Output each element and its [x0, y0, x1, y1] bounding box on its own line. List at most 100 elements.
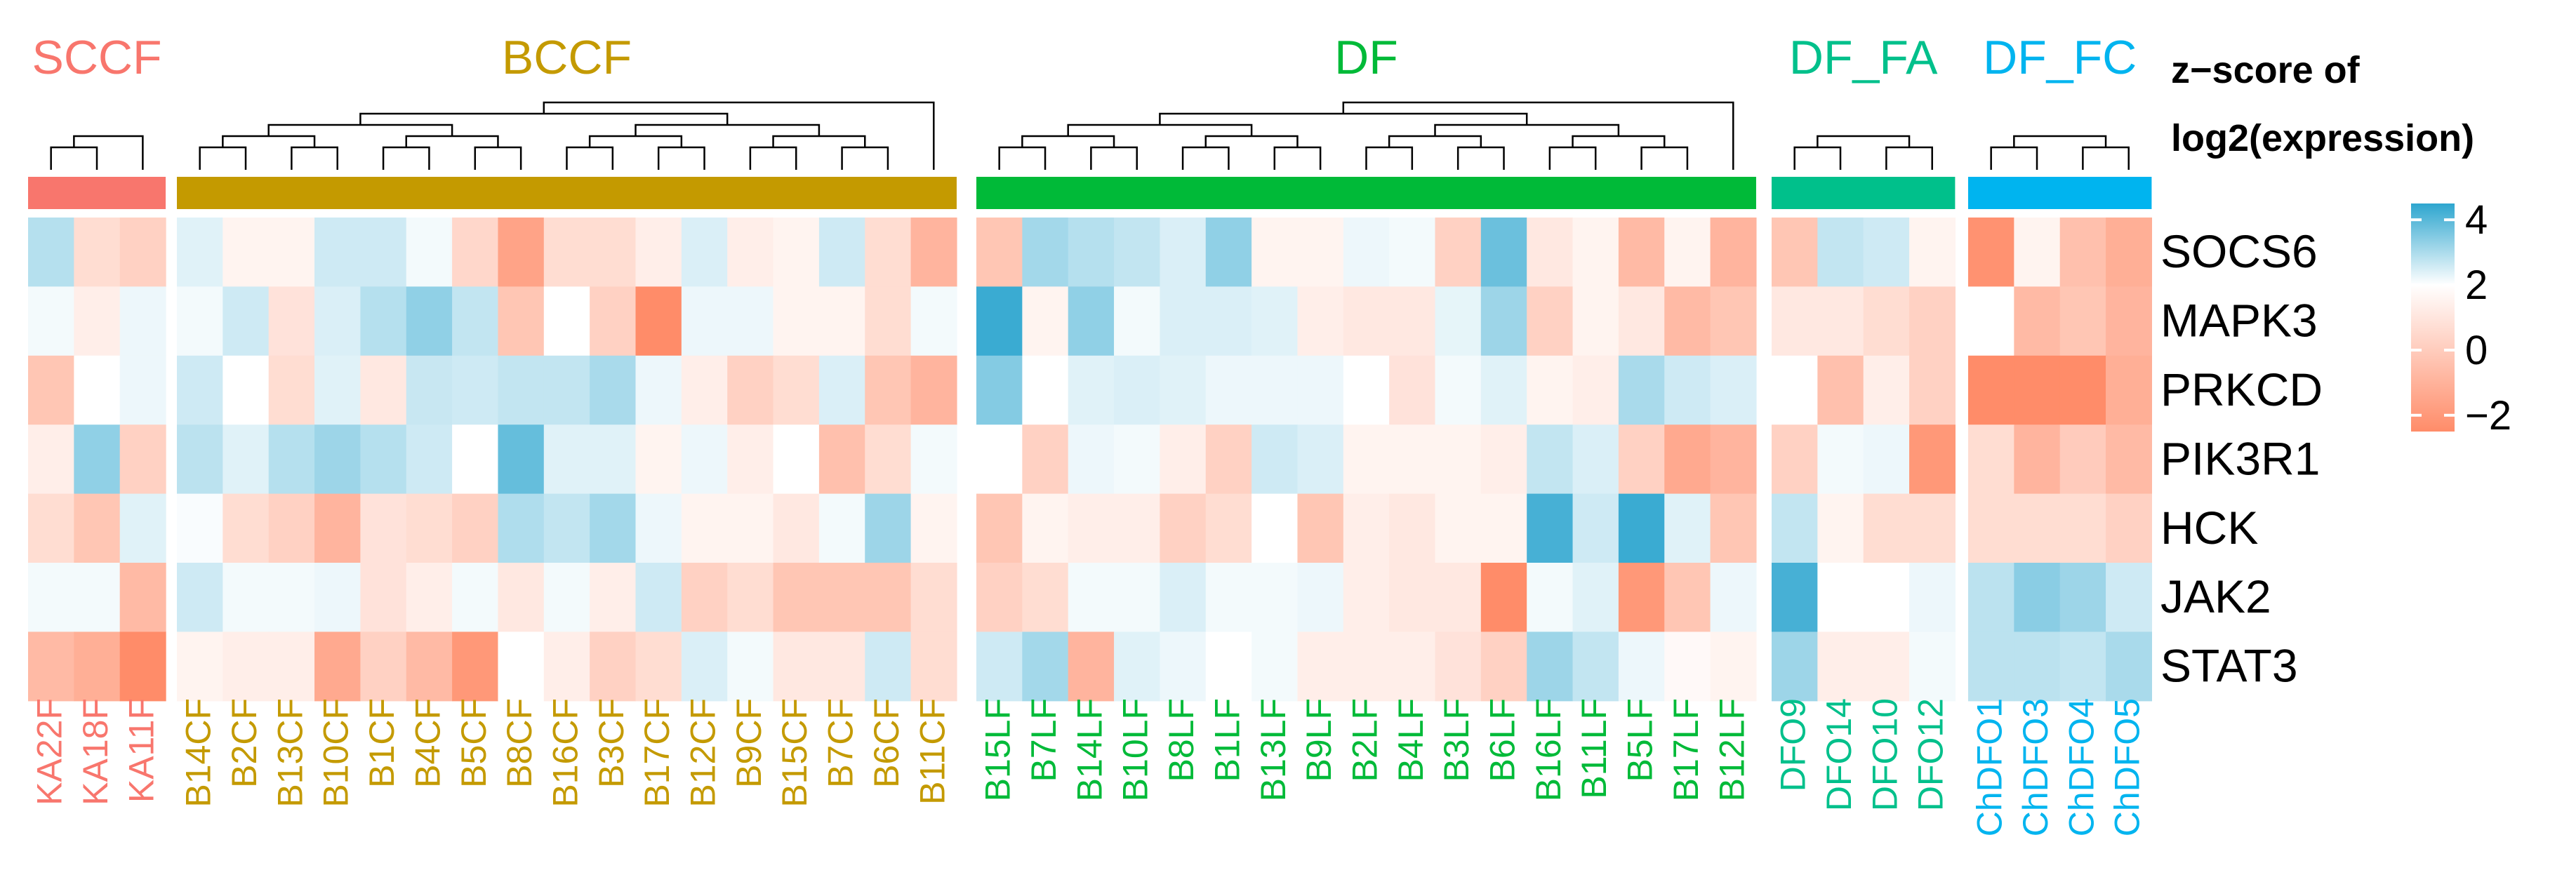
- group-annotation-bars: [28, 177, 2152, 209]
- heatmap-cell: [74, 218, 121, 287]
- column-label: KA22F: [30, 698, 69, 806]
- heatmap-cell: [119, 286, 166, 356]
- column-label: B3LF: [1437, 698, 1476, 782]
- heatmap-cell: [910, 493, 957, 563]
- heatmap-cell: [1297, 563, 1344, 632]
- heatmap-cell: [314, 355, 361, 425]
- heatmap-cell: [2059, 286, 2106, 356]
- heatmap-cell: [727, 632, 774, 702]
- heatmap-cell: [1435, 632, 1482, 702]
- heatmap-cell: [910, 632, 957, 702]
- heatmap-cell: [818, 425, 865, 495]
- heatmap-cell: [177, 355, 223, 425]
- heatmap-cell: [1817, 493, 1864, 563]
- heatmap-cell: [2014, 218, 2061, 287]
- row-label-prkcd: PRKCD: [2160, 363, 2323, 415]
- heatmap-cell: [2059, 355, 2106, 425]
- heatmap-cell: [1343, 286, 1390, 356]
- heatmap-cell: [2059, 563, 2106, 632]
- heatmap-cell: [1618, 355, 1665, 425]
- dendrogram-link: [50, 146, 98, 170]
- heatmap-cell: [1252, 425, 1299, 495]
- column-label: B12CF: [684, 698, 723, 808]
- heatmap-cell: [2014, 563, 2061, 632]
- heatmap-cell: [1618, 632, 1665, 702]
- heatmap-cell: [119, 425, 166, 495]
- heatmap-cell: [681, 563, 728, 632]
- heatmap-cell: [314, 218, 361, 287]
- column-label: B15LF: [978, 698, 1018, 801]
- column-label: B14CF: [179, 698, 218, 808]
- heatmap-cell: [498, 425, 545, 495]
- heatmap-cell: [406, 355, 453, 425]
- heatmap-cell: [590, 425, 637, 495]
- heatmap-cell: [590, 355, 637, 425]
- column-label: ChDFO4: [2062, 698, 2101, 836]
- dendrogram-link: [1204, 135, 1299, 147]
- heatmap-cell: [1772, 563, 1818, 632]
- dendrogram-link: [1817, 135, 1911, 147]
- heatmap-cell: [976, 563, 1023, 632]
- heatmap-cell: [2106, 218, 2152, 287]
- heatmap-cell: [1114, 563, 1160, 632]
- column-label: ChDFO5: [2108, 698, 2147, 836]
- heatmap-cell: [1160, 632, 1207, 702]
- heatmap-cell: [74, 425, 121, 495]
- dendrogram-link: [772, 135, 866, 147]
- column-label: B2CF: [225, 698, 264, 788]
- heatmap-cell: [1909, 563, 1956, 632]
- legend-title-line1: z−score of: [2171, 49, 2361, 91]
- heatmap-cell: [865, 493, 912, 563]
- heatmap-cell: [1343, 493, 1390, 563]
- heatmap-cell: [543, 563, 590, 632]
- heatmap-cell: [74, 286, 121, 356]
- heatmap-cell: [773, 355, 820, 425]
- heatmap-cell: [452, 286, 499, 356]
- heatmap-cell: [635, 286, 682, 356]
- heatmap-cell: [865, 425, 912, 495]
- column-label: B15CF: [775, 698, 814, 808]
- heatmap-cell: [1297, 493, 1344, 563]
- heatmap-cell: [590, 286, 637, 356]
- heatmap-cell: [1909, 286, 1956, 356]
- heatmap-cell: [1435, 563, 1482, 632]
- heatmap-cell: [1968, 218, 2014, 287]
- heatmap-cell: [1343, 355, 1390, 425]
- heatmap-cell: [223, 632, 270, 702]
- heatmap-cell: [74, 355, 121, 425]
- heatmap-cell: [1343, 632, 1390, 702]
- heatmap-cell: [498, 355, 545, 425]
- group-bar-df: [976, 177, 1756, 209]
- heatmap-cell: [314, 632, 361, 702]
- column-label: B7LF: [1024, 698, 1063, 782]
- heatmap-cell: [2106, 425, 2152, 495]
- heatmap-cell: [268, 493, 315, 563]
- heatmap-cell: [635, 218, 682, 287]
- heatmap-cell: [910, 563, 957, 632]
- heatmap-cell: [1572, 632, 1619, 702]
- heatmap-cell: [1389, 563, 1436, 632]
- row-label-jak2: JAK2: [2160, 570, 2271, 622]
- heatmap-cell: [177, 632, 223, 702]
- heatmap-cell: [1435, 286, 1482, 356]
- dendrogram-link: [566, 146, 614, 170]
- heatmap-cell: [2106, 632, 2152, 702]
- dendrogram-link: [1572, 135, 1666, 147]
- column-label: B1CF: [362, 698, 401, 788]
- column-label: DFO14: [1819, 698, 1859, 811]
- dendrogram-link: [1021, 135, 1115, 147]
- heatmap-cell: [2059, 493, 2106, 563]
- heatmap-cell: [406, 286, 453, 356]
- color-legend: z−score of log2(expression) 4 2 0 −2: [2171, 49, 2511, 439]
- heatmap-cell: [1909, 632, 1956, 702]
- heatmap-cell: [1114, 632, 1160, 702]
- heatmap-cell: [1252, 563, 1299, 632]
- heatmap-cell: [1114, 493, 1160, 563]
- heatmap-cell: [1772, 493, 1818, 563]
- heatmap-cell: [1343, 425, 1390, 495]
- heatmap-cell: [314, 493, 361, 563]
- group-bar-bccf: [177, 177, 957, 209]
- column-label: B2LF: [1345, 698, 1384, 782]
- column-label: B16CF: [545, 698, 585, 808]
